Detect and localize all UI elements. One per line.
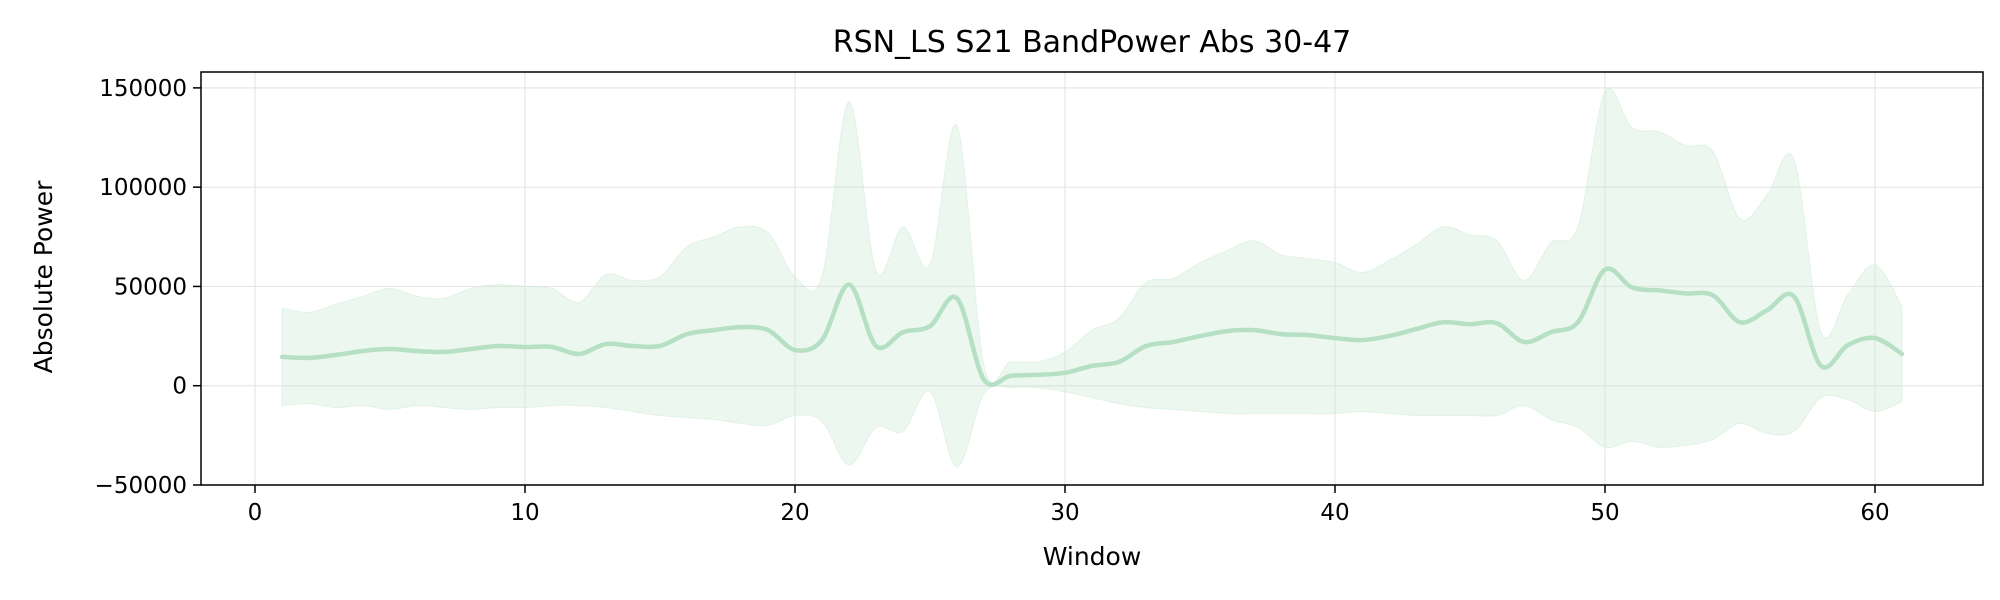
band-area (281, 88, 1903, 468)
x-tick-label: 0 (248, 500, 263, 526)
y-axis-label: Absolute Power (29, 180, 58, 374)
x-axis: 0 10 20 30 40 50 60 (248, 485, 1890, 526)
x-tick-label: 20 (780, 500, 809, 526)
x-tick-label: 40 (1320, 500, 1349, 526)
plot-frame (200, 71, 1984, 486)
x-tick-label: 50 (1590, 500, 1619, 526)
y-tick-label: −50000 (95, 473, 187, 499)
x-axis-label: Window (1043, 542, 1142, 571)
y-tick-label: 50000 (114, 274, 187, 300)
chart-title: RSN_LS S21 BandPower Abs 30-47 (833, 25, 1352, 60)
y-tick-label: 100000 (99, 175, 187, 201)
grid (201, 72, 1983, 486)
x-tick-label: 10 (510, 500, 539, 526)
y-axis: −50000 0 50000 100000 150000 (95, 76, 201, 499)
x-tick-label: 30 (1050, 500, 1079, 526)
series-line (279, 266, 1905, 387)
x-tick-label: 60 (1860, 500, 1889, 526)
y-tick-label: 0 (172, 374, 187, 400)
y-tick-label: 150000 (99, 76, 187, 102)
